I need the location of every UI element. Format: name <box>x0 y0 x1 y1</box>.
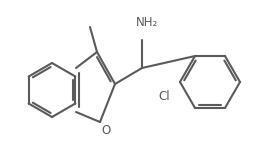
Text: NH₂: NH₂ <box>136 16 158 29</box>
Text: Cl: Cl <box>158 89 170 102</box>
Text: O: O <box>101 124 111 137</box>
